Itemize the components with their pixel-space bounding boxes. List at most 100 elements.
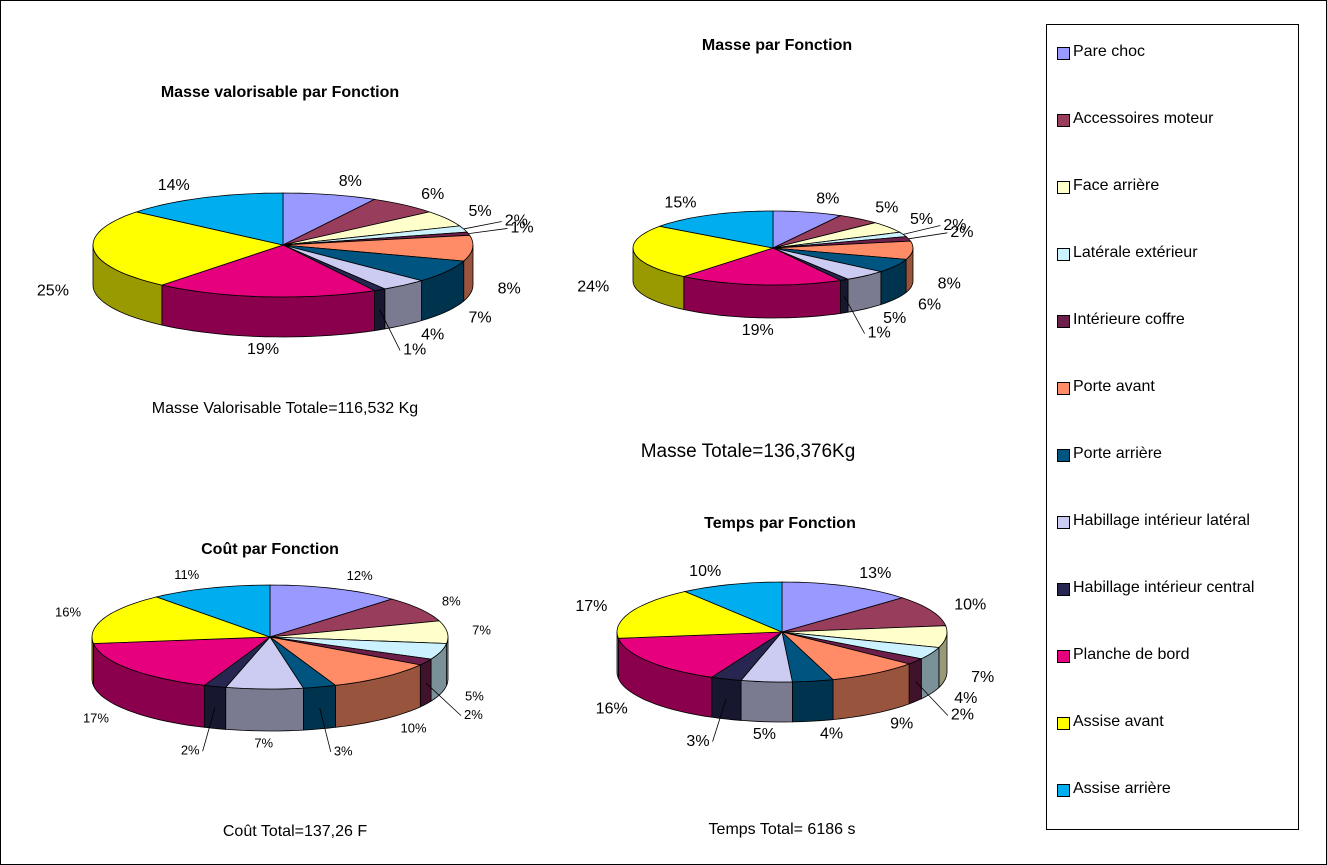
chart-note: Coût Total=137,26 F — [223, 823, 367, 840]
legend-label: Face arrière — [1073, 177, 1160, 194]
slice — [282, 244, 424, 290]
data-label: 7% — [971, 669, 994, 686]
chart-title: Coût par Fonction — [201, 541, 339, 558]
legend-label: Intérieure coffre — [1073, 311, 1185, 328]
leader-line — [379, 309, 401, 351]
slice-side — [840, 278, 849, 314]
data-label: 8% — [498, 280, 521, 297]
slice — [683, 581, 783, 633]
data-label: 3% — [334, 743, 353, 758]
leader-line — [915, 681, 949, 716]
slice — [781, 597, 947, 633]
legend-label: Habillage intérieur central — [1073, 579, 1255, 596]
legend-label: Pare choc — [1073, 43, 1146, 60]
data-label: 1% — [403, 342, 426, 359]
leader-line — [202, 707, 216, 752]
data-label: 2% — [951, 707, 974, 724]
slice-side — [225, 686, 304, 732]
slice-side — [908, 658, 922, 705]
data-label: 5% — [753, 726, 776, 743]
data-label: 5% — [468, 203, 491, 220]
slice — [772, 247, 882, 280]
data-label: 17% — [83, 710, 109, 725]
slice — [135, 192, 284, 246]
legend-label: Assise avant — [1073, 713, 1164, 730]
slice — [781, 625, 948, 648]
data-label: 1% — [510, 220, 533, 237]
legend-label: Porte avant — [1073, 378, 1155, 395]
legend-swatch — [1057, 181, 1070, 194]
slice — [92, 211, 285, 286]
legend-item: Intérieure coffre — [1057, 309, 1290, 376]
data-label: 6% — [421, 186, 444, 203]
data-label: 14% — [158, 177, 190, 194]
slice — [282, 211, 461, 246]
chart-note: Masse Valorisable Totale=116,532 Kg — [152, 400, 418, 417]
slice — [632, 225, 774, 277]
leader-line — [903, 225, 941, 235]
slice-side — [419, 658, 432, 708]
slice — [282, 244, 465, 282]
slice — [224, 636, 305, 690]
slice — [616, 591, 783, 639]
slice — [781, 630, 834, 683]
legend-swatch — [1057, 47, 1070, 60]
legend-swatch — [1057, 382, 1070, 395]
data-label: 2% — [464, 707, 483, 722]
slice — [160, 244, 376, 298]
data-label: 19% — [247, 341, 279, 358]
data-label: 5% — [883, 310, 906, 327]
slice — [92, 636, 272, 686]
leader-line — [319, 707, 332, 753]
slice — [269, 620, 449, 644]
chart-note: Masse Totale=136,376Kg — [641, 441, 856, 462]
chart-title: Temps par Fonction — [704, 515, 856, 532]
slice — [269, 584, 394, 638]
legend-item: Porte arrière — [1057, 443, 1290, 510]
legend-item: Habillage intérieur latéral — [1057, 510, 1290, 577]
data-label: 7% — [468, 309, 491, 326]
data-label: 5% — [465, 689, 484, 704]
legend-label: Planche de bord — [1073, 646, 1190, 663]
legend-swatch — [1057, 516, 1070, 529]
data-label: 2% — [950, 224, 973, 241]
slice — [682, 247, 842, 286]
slice — [772, 215, 877, 249]
data-label: 13% — [859, 565, 891, 582]
slice-side — [740, 679, 793, 723]
legend-item: Habillage intérieur central — [1057, 577, 1290, 644]
slice — [155, 584, 271, 638]
slice — [617, 631, 784, 678]
data-label: 6% — [918, 296, 941, 313]
slice — [781, 631, 911, 681]
leader-line — [712, 698, 727, 742]
data-label: 2% — [181, 743, 200, 758]
slice — [91, 596, 271, 644]
data-label: 12% — [347, 568, 373, 583]
legend-item: Assise avant — [1057, 711, 1290, 778]
data-label: 8% — [816, 191, 839, 208]
slice — [282, 198, 431, 246]
slice — [658, 210, 774, 249]
slice — [269, 636, 448, 660]
legend-swatch — [1057, 449, 1070, 462]
leader-line — [463, 221, 502, 230]
legend-swatch — [1057, 248, 1070, 261]
legend-item: Assise arrière — [1057, 778, 1290, 845]
slice-side — [303, 684, 336, 731]
legend-item: Planche de bord — [1057, 644, 1290, 711]
data-label: 4% — [421, 326, 444, 343]
legend-item: Accessoires moteur — [1057, 108, 1290, 175]
data-label: 8% — [339, 173, 362, 190]
data-label: 10% — [954, 596, 986, 613]
legend-swatch — [1057, 114, 1070, 127]
legend-swatch — [1057, 784, 1070, 797]
slice-side — [616, 631, 619, 679]
data-label: 4% — [954, 690, 977, 707]
legend-label: Accessoires moteur — [1073, 110, 1214, 127]
legend: Pare choc Accessoires moteur Face arrière L… — [1046, 24, 1299, 830]
slice — [781, 631, 940, 660]
chart-title: Masse valorisable par Fonction — [161, 84, 399, 101]
data-label: 25% — [37, 282, 69, 299]
legend-item: Pare choc — [1057, 41, 1290, 108]
